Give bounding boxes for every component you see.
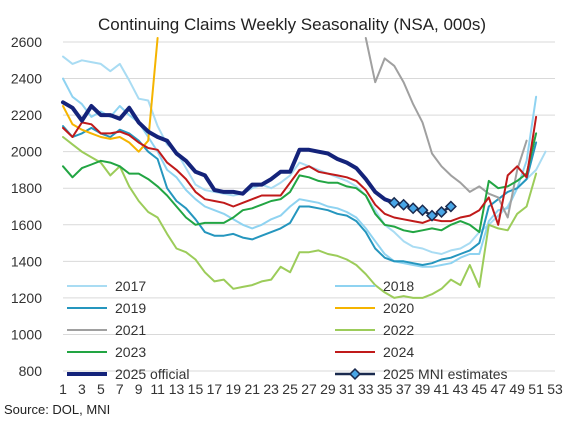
x-tick-label: 39	[415, 381, 431, 397]
data-point-marker	[425, 209, 439, 222]
legend-label: 2025 MNI estimates	[383, 366, 508, 382]
y-tick-label: 1400	[11, 253, 42, 269]
x-tick-label: 49	[509, 381, 525, 397]
y-tick-label: 2600	[11, 34, 42, 50]
data-point-marker	[444, 200, 457, 213]
x-tick-label: 5	[97, 381, 105, 397]
x-tick-labels: 1 3 5 7 9 11 13 15 17 19 21 23 25 27 29 31 33 35 37 39 41 43 4…	[59, 381, 563, 397]
chart-title: Continuing Claims Weekly Seasonality (NS…	[98, 15, 486, 34]
legend-label: 2019	[115, 300, 146, 316]
y-tick-label: 1800	[11, 180, 42, 196]
x-tick-label: 45	[472, 381, 488, 397]
data-point-marker	[435, 205, 448, 219]
y-tick-label: 2200	[11, 107, 42, 123]
series-line-2025-official	[61, 100, 397, 205]
data-point-marker	[407, 202, 420, 215]
y-tick-labels: 800 1000 1200 1400 1600 1800 2000 2200 2400 2600	[11, 34, 42, 379]
x-tick-label: 15	[188, 381, 204, 397]
x-tick-label: 13	[169, 381, 185, 397]
x-tick-label: 37	[396, 381, 412, 397]
x-tick-label: 23	[263, 381, 279, 397]
legend-label: 2021	[115, 322, 146, 338]
y-tick-label: 1000	[11, 326, 42, 342]
x-tick-label: 19	[226, 381, 242, 397]
y-tick-label: 1200	[11, 290, 42, 306]
x-tick-label: 33	[358, 381, 374, 397]
y-tick-label: 1600	[11, 217, 42, 233]
legend-label: 2018	[383, 278, 414, 294]
data-point-marker	[388, 196, 401, 209]
y-tick-label: 800	[19, 363, 43, 379]
series-line-2021	[364, 37, 528, 219]
x-tick-label: 47	[490, 381, 506, 397]
series-line-2024	[62, 115, 538, 226]
legend: 2017 2018 2019 2020 2021 2022 2023 2024 2025 off…	[67, 278, 508, 382]
legend-label: 2025 official	[115, 366, 189, 382]
x-tick-label: 3	[78, 381, 86, 397]
x-tick-label: 31	[339, 381, 355, 397]
legend-label: 2020	[383, 300, 414, 316]
series-line-2022	[62, 136, 538, 299]
x-tick-label: 1	[59, 381, 67, 397]
x-tick-label: 51	[528, 381, 544, 397]
x-tick-label: 43	[453, 381, 469, 397]
series-lines	[61, 37, 547, 299]
source-note: Source: DOL, MNI	[4, 402, 111, 417]
legend-label: 2024	[383, 344, 414, 360]
grid	[63, 41, 555, 372]
series-line-2017	[62, 55, 547, 255]
x-tick-label: 27	[301, 381, 317, 397]
x-tick-label: 7	[116, 381, 124, 397]
x-tick-label: 53	[547, 381, 563, 397]
x-tick-label: 11	[150, 381, 165, 397]
legend-label: 2022	[383, 322, 414, 338]
y-tick-label: 2400	[11, 71, 42, 87]
legend-label: 2017	[115, 278, 146, 294]
y-tick-label: 2000	[11, 144, 42, 160]
legend-marker	[348, 367, 362, 381]
x-tick-label: 9	[135, 381, 143, 397]
series-line-2023	[62, 132, 538, 234]
x-tick-label: 29	[320, 381, 336, 397]
data-point-marker	[397, 198, 410, 211]
x-tick-label: 21	[244, 381, 260, 397]
x-tick-label: 17	[207, 381, 223, 397]
data-point-marker	[416, 204, 429, 217]
legend-label: 2023	[115, 344, 146, 360]
x-tick-label: 41	[434, 381, 450, 397]
x-tick-label: 35	[377, 381, 393, 397]
x-tick-label: 25	[282, 381, 298, 397]
